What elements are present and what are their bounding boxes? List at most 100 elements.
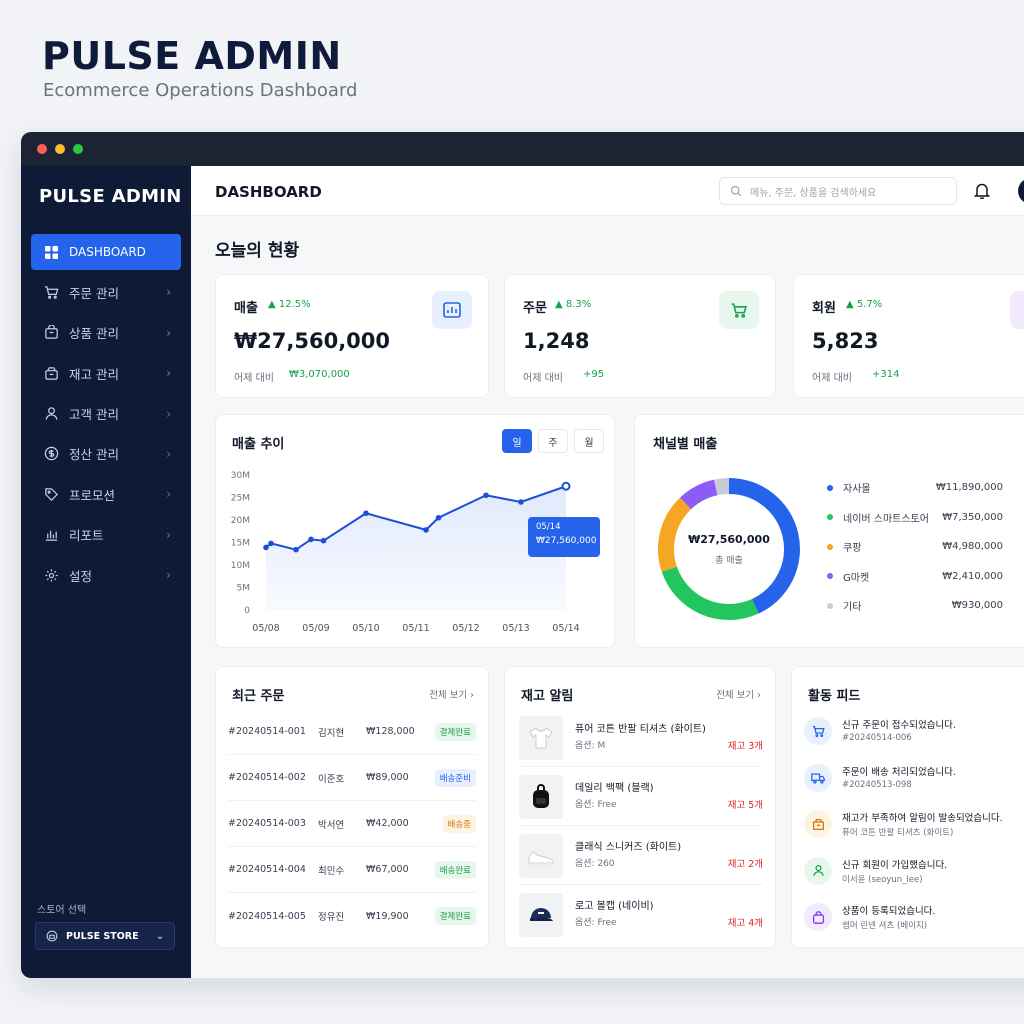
recent-orders-card: 최근 주문 전체 보기 › #20240514-001 김지현 ₩128,000 결제… (215, 666, 489, 948)
store-select-label: 스토어 선택 (37, 905, 87, 916)
table-row[interactable]: #20240514-005 정유진 ₩19,900 결제완료 (228, 893, 476, 939)
list-item[interactable]: 클래식 스니커즈 (화이트) 옵션: 260 재고 2개 (519, 827, 763, 885)
data-point (308, 536, 314, 543)
sidebar-item-inventory[interactable]: 재고 관리 › (31, 355, 181, 391)
period-toggle: 일 주 월 (502, 429, 604, 453)
order-id: #20240514-004 (228, 864, 306, 875)
list-item[interactable]: 퓨어 코튼 반팔 티셔츠 (화이트) 옵션: M 재고 3개 (519, 709, 763, 767)
stock-view-all-link[interactable]: 전체 보기 › (716, 690, 761, 701)
activity-feed-title: 활동 피드 (808, 689, 861, 704)
stat-foot-value: +314 (872, 369, 900, 380)
table-row[interactable]: #20240514-004 최민수 ₩67,000 배송완료 (228, 847, 476, 893)
sidebar-item-promotion[interactable]: 프로모션 › (31, 476, 181, 512)
table-row[interactable]: #20240514-001 김지현 ₩128,000 결제완료 (228, 709, 476, 755)
sidebar-item-orders[interactable]: 주문 관리 › (31, 274, 181, 310)
feed-item[interactable]: 신규 회원이 가입했습니다. 이서윤 (seoyun_lee) (804, 855, 1024, 901)
period-day-button[interactable]: 일 (502, 429, 532, 453)
stat-change: ▲ 8.3% (555, 299, 592, 310)
sidebar-item-customers[interactable]: 고객 관리 › (31, 396, 181, 432)
feed-item[interactable]: 주문이 배송 처리되었습니다. #20240513-098 (804, 762, 1024, 808)
y-tick-label: 10M (231, 561, 250, 571)
y-tick-label: 5M (237, 584, 251, 594)
sidebar-item-settlement[interactable]: 정산 관리 › (31, 436, 181, 472)
page-title: DASHBOARD (215, 183, 322, 201)
table-row[interactable]: #20240514-003 박서연 ₩42,000 배송중 (228, 801, 476, 847)
data-point (320, 537, 327, 544)
search-placeholder: 메뉴, 주문, 상품을 검색하세요 (750, 187, 877, 199)
legend-swatch (827, 484, 833, 491)
sales-trend-title: 매출 추이 (232, 437, 285, 452)
stat-label: 주문 (523, 301, 547, 316)
sidebar-item-dashboard[interactable]: DASHBOARD (31, 234, 181, 270)
search-input[interactable]: 메뉴, 주문, 상품을 검색하세요 (719, 177, 957, 205)
sidebar-item-label: 상품 관리 (69, 326, 119, 342)
avatar[interactable] (1018, 178, 1024, 204)
stat-value: ₩27,560,000 (234, 329, 391, 353)
sidebar-item-label: 설정 (69, 568, 93, 584)
product-name: 데일리 백팩 (블랙) (575, 783, 654, 794)
stat-foot-value: ₩3,070,000 (289, 369, 350, 380)
legend-value: ₩2,410,000 (942, 570, 1003, 582)
stat-label: 매출 (234, 301, 258, 316)
table-row[interactable]: #20240514-002 이준호 ₩89,000 배송준비 (228, 755, 476, 801)
sidebar-item-report[interactable]: 리포트 › (31, 517, 181, 553)
y-tick-label: 20M (231, 516, 250, 526)
x-tick-label: 05/11 (402, 623, 429, 634)
chart-icon (432, 291, 472, 329)
data-point (268, 540, 274, 547)
order-id: #20240514-003 (228, 818, 306, 829)
legend-value: ₩4,980,000 (942, 541, 1003, 553)
minimize-window-button[interactable] (55, 144, 65, 154)
bell-icon[interactable] (973, 182, 991, 203)
product-option: 옵션: 260 (575, 859, 615, 869)
list-item[interactable]: 로고 볼캡 (네이비) 옵션: Free 재고 4개 (519, 886, 763, 944)
legend-label: 자사몰 (843, 484, 871, 496)
data-point (423, 527, 429, 533)
sidebar-item-settings[interactable]: 설정 › (31, 557, 181, 593)
tshirt-icon (519, 716, 563, 760)
store-select[interactable]: PULSE STORE ⌄ (35, 922, 175, 950)
legend-item: 자사몰 ₩11,890,000 (827, 473, 1003, 503)
order-id: #20240514-005 (228, 910, 306, 922)
legend-swatch (827, 602, 833, 609)
donut-center-value: ₩27,560,000 (688, 533, 770, 546)
donut-slice (658, 497, 692, 572)
chevron-down-icon: ⌄ (156, 930, 164, 942)
feed-item[interactable]: 재고가 부족하여 알림이 발송되었습니다. 퓨어 코튼 반팔 티셔츠 (화이트) (804, 808, 1024, 854)
maximize-window-button[interactable] (73, 144, 83, 154)
stat-value: 1,248 (523, 329, 590, 353)
order-customer: 김지현 (318, 727, 345, 739)
stat-foot-label: 어제 대비 (812, 373, 852, 384)
feed-item[interactable]: 신규 주문이 접수되었습니다. #20240514-006 (804, 715, 1024, 761)
feed-subtext: 썸머 린넨 셔츠 (베이지) (842, 921, 928, 931)
period-week-button[interactable]: 주 (538, 429, 568, 453)
order-id: #20240514-002 (228, 772, 306, 783)
list-item[interactable]: 데일리 백팩 (블랙) 옵션: Free 재고 5개 (519, 768, 763, 826)
sidebar-item-products[interactable]: 상품 관리 › (31, 315, 181, 351)
close-window-button[interactable] (37, 144, 47, 154)
legend-value: ₩930,000 (951, 600, 1003, 612)
bag-icon (804, 903, 832, 931)
app-window: PULSE ADMIN DASHBOARD 주문 관리 › 상품 관리 › 재고… (21, 132, 1024, 978)
data-point (483, 492, 489, 499)
data-point (561, 481, 571, 491)
feed-item[interactable]: 상품이 등록되었습니다. 썸머 린넨 셔츠 (베이지) (804, 901, 1024, 947)
x-tick-label: 05/13 (502, 623, 529, 634)
window-titlebar (21, 132, 1024, 166)
period-month-button[interactable]: 월 (574, 429, 604, 453)
chevron-right-icon: › (166, 527, 171, 542)
tooltip-date: 05/14 (536, 522, 561, 532)
cart-icon (719, 291, 759, 329)
recent-orders-view-all-link[interactable]: 전체 보기 › (429, 690, 474, 701)
sneaker-icon (519, 834, 563, 878)
status-badge: 배송준비 (434, 768, 476, 787)
feed-subtext: #20240514-006 (842, 733, 912, 743)
sidebar-item-label: 주문 관리 (69, 285, 119, 301)
order-id: #20240514-001 (228, 726, 306, 737)
stat-value: 5,823 (812, 329, 879, 353)
feed-text: 재고가 부족하여 알림이 발송되었습니다. (842, 813, 1003, 824)
data-point (263, 544, 269, 551)
store-icon (46, 930, 58, 942)
legend-item: 쿠팡 ₩4,980,000 (827, 532, 1003, 562)
report-icon (43, 527, 59, 543)
